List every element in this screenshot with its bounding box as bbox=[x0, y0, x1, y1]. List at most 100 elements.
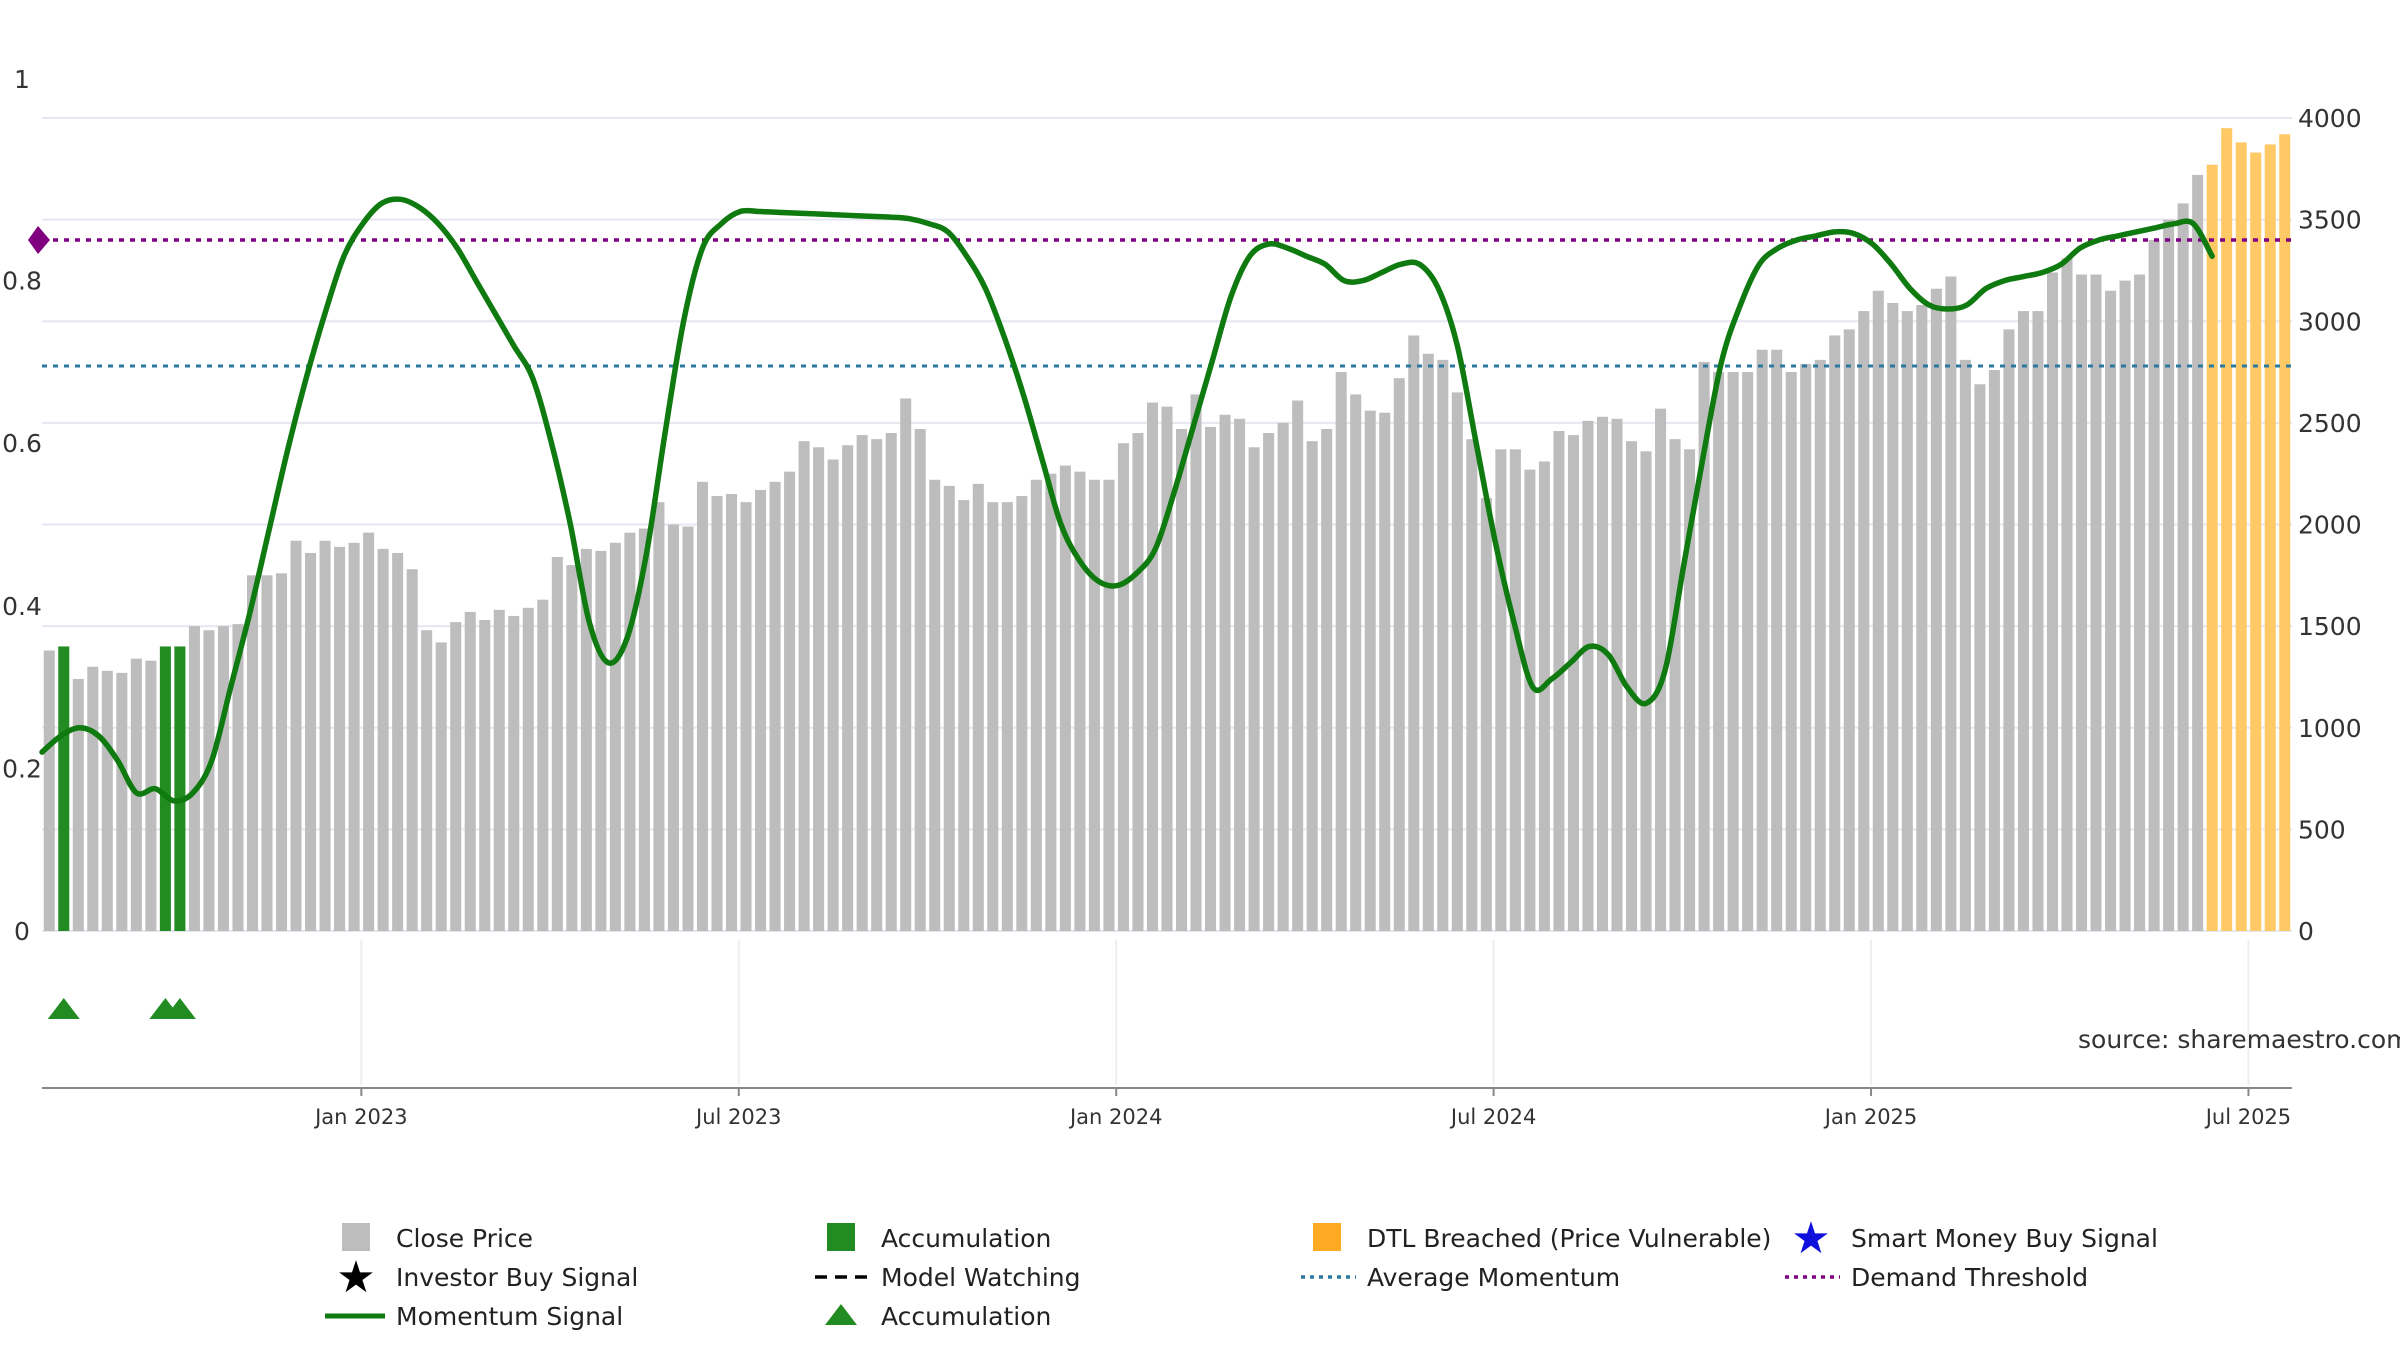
accumulation-swatch bbox=[827, 1223, 855, 1251]
legend-item-smart: ★ Smart Money Buy Signal bbox=[1791, 1213, 2158, 1264]
x-tick-label: Jul 2023 bbox=[694, 1105, 781, 1129]
price-bar bbox=[348, 542, 360, 931]
price-bar bbox=[145, 660, 157, 931]
price-bar bbox=[1916, 304, 1928, 931]
right-tick-label: 3000 bbox=[2298, 307, 2362, 336]
price-bar bbox=[1829, 335, 1841, 931]
legend-item-momentum: Momentum Signal bbox=[325, 1302, 623, 1331]
price-bar bbox=[972, 483, 984, 931]
price-bar bbox=[958, 500, 970, 931]
price-bar bbox=[72, 678, 84, 931]
x-tick-label: Jan 2023 bbox=[313, 1105, 408, 1129]
price-bar bbox=[1190, 394, 1202, 931]
price-bar bbox=[1117, 443, 1129, 931]
price-bar bbox=[1756, 349, 1768, 932]
signal-lines bbox=[28, 196, 2292, 804]
price-bar bbox=[1785, 372, 1797, 931]
price-bar bbox=[1872, 290, 1884, 931]
breached-bar bbox=[2279, 134, 2291, 931]
legend-item-accum_bar: Accumulation bbox=[827, 1223, 1051, 1253]
price-bar bbox=[871, 439, 883, 931]
price-bar bbox=[1205, 426, 1217, 931]
price-bar bbox=[856, 435, 868, 931]
legend-item-dtl: DTL Breached (Price Vulnerable) bbox=[1313, 1223, 1771, 1253]
price-bar bbox=[682, 526, 694, 931]
price-bar bbox=[2061, 258, 2073, 931]
accumulation-bar bbox=[174, 646, 186, 931]
dtl-swatch bbox=[1313, 1223, 1341, 1251]
price-bar bbox=[537, 599, 549, 931]
accumulation-markers bbox=[47, 998, 196, 1019]
price-bar bbox=[1248, 447, 1260, 931]
price-bar bbox=[1393, 378, 1405, 931]
price-bar bbox=[406, 569, 418, 931]
price-bar bbox=[1655, 408, 1667, 932]
accumulation-marker bbox=[47, 998, 80, 1019]
price-bar bbox=[1030, 479, 1042, 931]
price-bar bbox=[580, 548, 592, 931]
breached-bar bbox=[2206, 164, 2218, 931]
price-bar bbox=[290, 540, 302, 931]
price-bar bbox=[784, 471, 796, 931]
breached-bar bbox=[2221, 128, 2233, 932]
right-tick-label: 1000 bbox=[2298, 714, 2362, 743]
legend-label: Demand Threshold bbox=[1851, 1263, 2088, 1292]
price-bar bbox=[1567, 435, 1579, 931]
price-bar bbox=[987, 502, 999, 931]
price-bar bbox=[1887, 302, 1899, 931]
legend-label: Accumulation bbox=[881, 1302, 1051, 1331]
price-bar bbox=[232, 624, 244, 931]
price-bar bbox=[1669, 439, 1681, 931]
price-bar bbox=[1146, 402, 1158, 931]
price-bar bbox=[2076, 274, 2088, 931]
price-bar bbox=[188, 626, 200, 931]
price-bar bbox=[246, 575, 258, 931]
legend-item-demand: Demand Threshold bbox=[1785, 1263, 2088, 1292]
x-tick-label: Jul 2024 bbox=[1449, 1105, 1536, 1129]
price-bar bbox=[711, 496, 723, 931]
star-icon: ★ bbox=[336, 1252, 375, 1303]
price-bar bbox=[217, 626, 229, 931]
price-bar bbox=[943, 485, 955, 931]
price-bar bbox=[1074, 471, 1086, 931]
price-bar bbox=[1509, 449, 1521, 931]
price-bar bbox=[827, 459, 839, 931]
price-bar bbox=[813, 447, 825, 931]
price-bar bbox=[1234, 418, 1246, 931]
legend-label: DTL Breached (Price Vulnerable) bbox=[1367, 1224, 1771, 1253]
price-bar bbox=[885, 433, 897, 931]
price-bar bbox=[261, 575, 273, 931]
legend-label: Model Watching bbox=[881, 1263, 1081, 1292]
price-bar bbox=[1263, 433, 1275, 931]
price-bar bbox=[101, 670, 113, 931]
legend-label: Accumulation bbox=[881, 1224, 1051, 1253]
legend-item-watching: Model Watching bbox=[815, 1263, 1081, 1292]
momentum-line bbox=[39, 196, 2215, 804]
price-bar bbox=[450, 622, 462, 931]
price-bars bbox=[43, 128, 2291, 932]
price-bar bbox=[1016, 496, 1028, 931]
price-bar bbox=[842, 445, 854, 931]
price-bar bbox=[566, 565, 578, 931]
price-bar bbox=[1626, 441, 1638, 931]
price-bar bbox=[493, 609, 505, 931]
legend-label: Smart Money Buy Signal bbox=[1851, 1224, 2158, 1253]
price-bar bbox=[2105, 290, 2117, 931]
price-bar bbox=[1582, 420, 1594, 931]
price-bar bbox=[1945, 276, 1957, 931]
breached-bar bbox=[2250, 152, 2262, 932]
price-bar bbox=[1524, 469, 1536, 931]
price-bar bbox=[87, 666, 99, 931]
price-bar bbox=[609, 542, 621, 931]
right-tick-label: 3500 bbox=[2298, 206, 2362, 235]
breached-bar bbox=[2264, 144, 2276, 932]
price-bar bbox=[1858, 311, 1870, 931]
price-bar bbox=[740, 502, 752, 931]
source-label: source: sharemaestro.com bbox=[2078, 1025, 2400, 1054]
price-bar bbox=[1771, 349, 1783, 932]
price-bar bbox=[1161, 406, 1173, 931]
price-bar bbox=[1306, 441, 1318, 931]
price-bar bbox=[1321, 428, 1333, 931]
price-bar bbox=[435, 642, 447, 931]
